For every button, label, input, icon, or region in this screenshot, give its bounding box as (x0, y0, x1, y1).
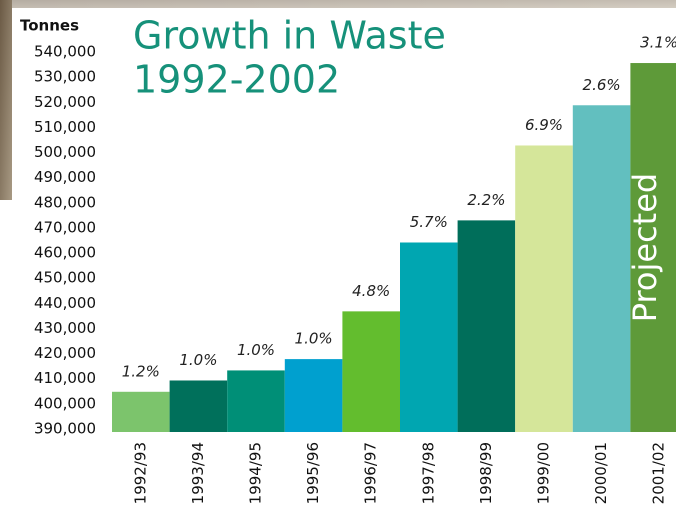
bar (342, 311, 400, 432)
y-tick-label: 440,000 (34, 294, 96, 312)
bar (112, 391, 170, 432)
x-tick-label: 1998/99 (477, 442, 495, 504)
bar (400, 242, 458, 432)
growth-label: 5.7% (410, 213, 448, 231)
growth-label: 2.2% (467, 191, 505, 209)
x-tick-label: 1992/93 (131, 442, 149, 504)
y-tick-label: 500,000 (34, 143, 96, 161)
growth-label: 6.9% (525, 116, 563, 134)
growth-label: 3.1% (640, 34, 676, 52)
y-tick-label: 510,000 (34, 118, 96, 136)
bar (284, 359, 343, 432)
y-tick-label: 430,000 (34, 319, 96, 337)
y-tick-label: 390,000 (34, 420, 96, 438)
x-tick-label: 1993/94 (189, 442, 207, 504)
y-tick-label: 490,000 (34, 168, 96, 186)
chart-title: 1992-2002 (133, 58, 340, 102)
x-tick-label: 2001/02 (650, 442, 668, 504)
growth-label: 4.8% (352, 282, 390, 300)
x-tick-label: 1994/95 (247, 442, 265, 504)
x-tick-label: 1999/00 (535, 442, 553, 504)
y-tick-label: 480,000 (34, 193, 96, 211)
y-tick-label: 460,000 (34, 244, 96, 262)
growth-label: 1.2% (122, 362, 160, 380)
growth-label: 2.6% (583, 76, 621, 94)
y-tick-label: 420,000 (34, 344, 96, 362)
x-tick-label: 1997/98 (419, 442, 437, 504)
y-tick-label: 410,000 (34, 369, 96, 387)
growth-label: 1.0% (237, 341, 275, 359)
y-tick-label: 400,000 (34, 394, 96, 412)
bar (630, 63, 676, 433)
y-tick-label: 520,000 (34, 93, 96, 111)
y-axis-label: Tonnes (20, 17, 79, 35)
y-tick-label: 470,000 (34, 218, 96, 236)
photo-edge (0, 0, 12, 200)
x-tick-label: 1996/97 (362, 442, 380, 504)
growth-label: 1.0% (179, 351, 217, 369)
chart-title: Growth in Waste (133, 14, 446, 58)
bar (515, 145, 573, 433)
x-tick-label: 1995/96 (304, 442, 322, 504)
growth-label: 1.0% (295, 330, 333, 348)
y-tick-label: 530,000 (34, 68, 96, 86)
y-tick-label: 450,000 (34, 269, 96, 287)
bar (572, 105, 631, 433)
bar (457, 220, 516, 432)
y-tick-label: 540,000 (34, 43, 96, 61)
x-tick-label: 2000/01 (592, 442, 610, 504)
bar (169, 380, 228, 432)
bar (227, 370, 285, 432)
photo-edge-top (12, 0, 676, 8)
projected-label: Projected (626, 173, 664, 322)
